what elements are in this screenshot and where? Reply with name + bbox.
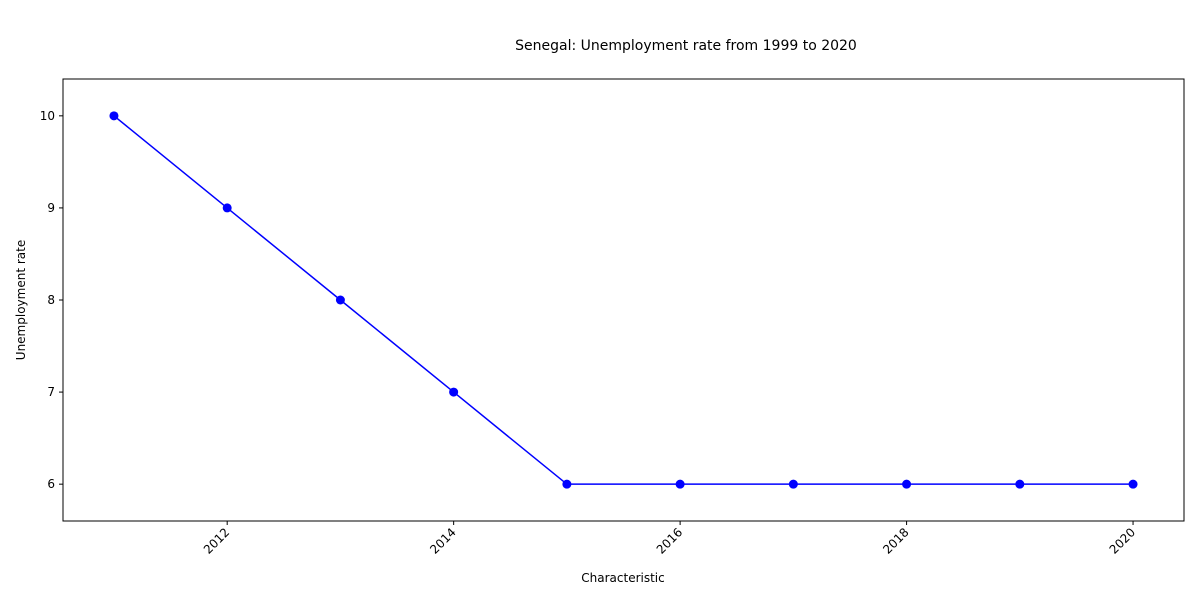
- series-line: [113, 115, 1134, 485]
- data-point: [1015, 479, 1025, 489]
- y-axis-label: Unemployment rate: [14, 240, 28, 360]
- y-tick-label: 6: [47, 477, 55, 491]
- data-point: [449, 387, 459, 397]
- data-point: [562, 479, 572, 489]
- data-point: [222, 203, 232, 213]
- data-point: [788, 479, 798, 489]
- chart-title: Senegal: Unemployment rate from 1999 to …: [515, 38, 857, 54]
- data-point: [1128, 479, 1138, 489]
- data-point: [902, 479, 912, 489]
- y-axis-ticks: 6 7 8 9 10: [40, 109, 63, 491]
- x-axis-label: Characteristic: [581, 571, 664, 585]
- data-point: [109, 111, 119, 121]
- data-point: [335, 295, 345, 305]
- y-tick-label: 8: [47, 293, 55, 307]
- data-point: [675, 479, 685, 489]
- y-tick-label: 9: [47, 201, 55, 215]
- series-group: [109, 111, 1138, 489]
- y-tick-label: 7: [47, 385, 55, 399]
- y-tick-label: 10: [40, 109, 55, 123]
